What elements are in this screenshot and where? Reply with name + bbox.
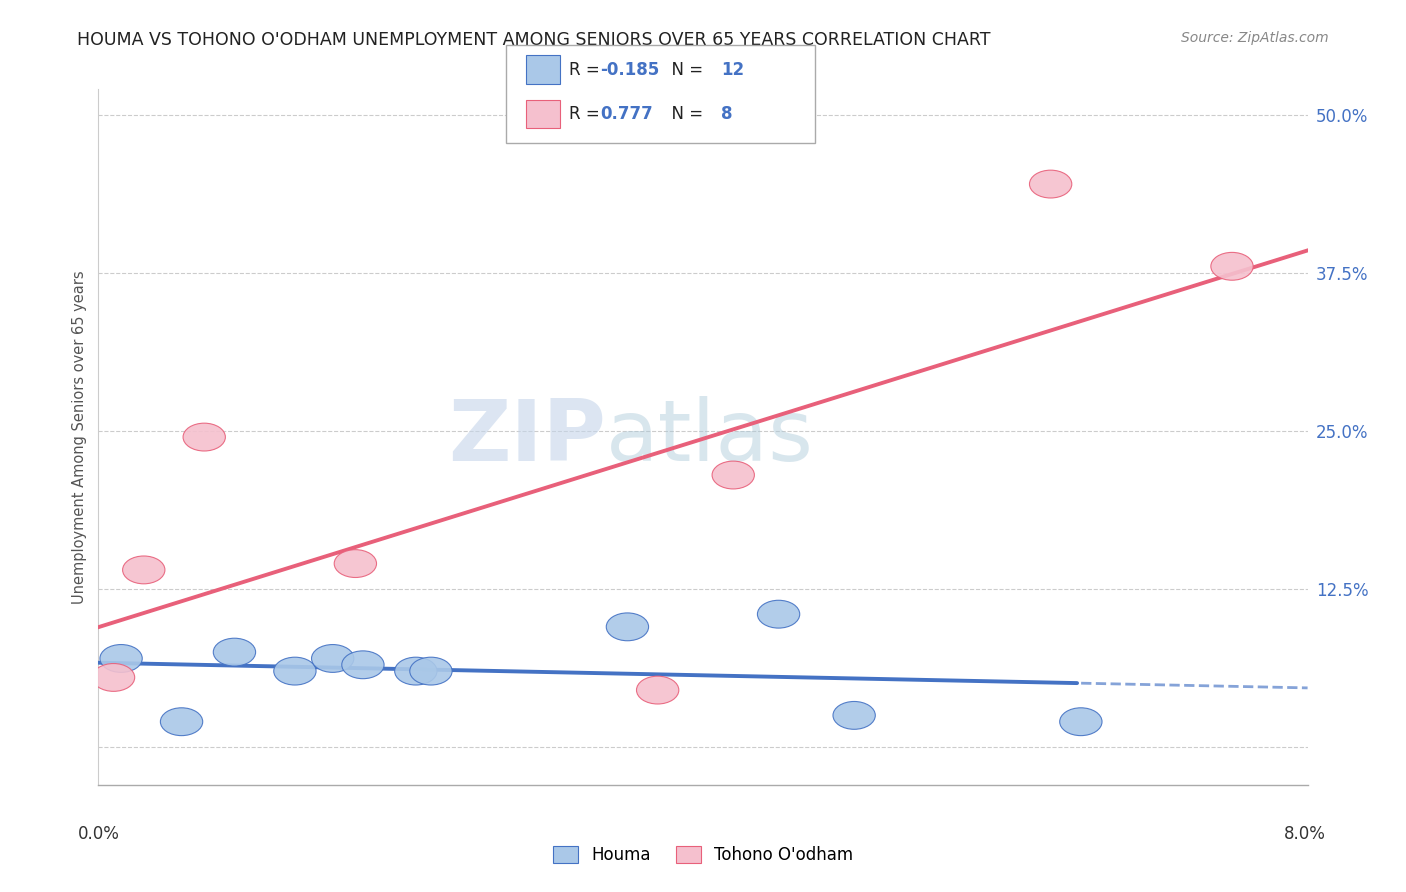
Ellipse shape (637, 676, 679, 704)
Y-axis label: Unemployment Among Seniors over 65 years: Unemployment Among Seniors over 65 years (72, 270, 87, 604)
Text: 8.0%: 8.0% (1284, 825, 1326, 843)
Ellipse shape (409, 657, 453, 685)
Text: 0.0%: 0.0% (77, 825, 120, 843)
Ellipse shape (395, 657, 437, 685)
Ellipse shape (93, 664, 135, 691)
Ellipse shape (1211, 252, 1253, 280)
Ellipse shape (1029, 170, 1071, 198)
Ellipse shape (274, 657, 316, 685)
Text: 0.777: 0.777 (600, 105, 654, 123)
Ellipse shape (312, 645, 354, 673)
Ellipse shape (122, 556, 165, 584)
Text: 12: 12 (721, 61, 744, 78)
Ellipse shape (183, 423, 225, 451)
Ellipse shape (342, 651, 384, 679)
Ellipse shape (335, 549, 377, 577)
Text: N =: N = (661, 105, 713, 123)
Ellipse shape (1060, 707, 1102, 736)
Ellipse shape (214, 638, 256, 666)
Ellipse shape (711, 461, 755, 489)
Ellipse shape (160, 707, 202, 736)
Text: -0.185: -0.185 (600, 61, 659, 78)
Ellipse shape (100, 645, 142, 673)
Text: R =: R = (569, 61, 606, 78)
Legend: Houma, Tohono O'odham: Houma, Tohono O'odham (546, 839, 860, 871)
Text: HOUMA VS TOHONO O'ODHAM UNEMPLOYMENT AMONG SENIORS OVER 65 YEARS CORRELATION CHA: HOUMA VS TOHONO O'ODHAM UNEMPLOYMENT AMO… (77, 31, 991, 49)
Text: atlas: atlas (606, 395, 814, 479)
Text: ZIP: ZIP (449, 395, 606, 479)
Text: R =: R = (569, 105, 610, 123)
Text: N =: N = (661, 61, 709, 78)
Text: Source: ZipAtlas.com: Source: ZipAtlas.com (1181, 31, 1329, 45)
Text: 8: 8 (721, 105, 733, 123)
Ellipse shape (832, 701, 876, 730)
Ellipse shape (758, 600, 800, 628)
Ellipse shape (606, 613, 648, 640)
